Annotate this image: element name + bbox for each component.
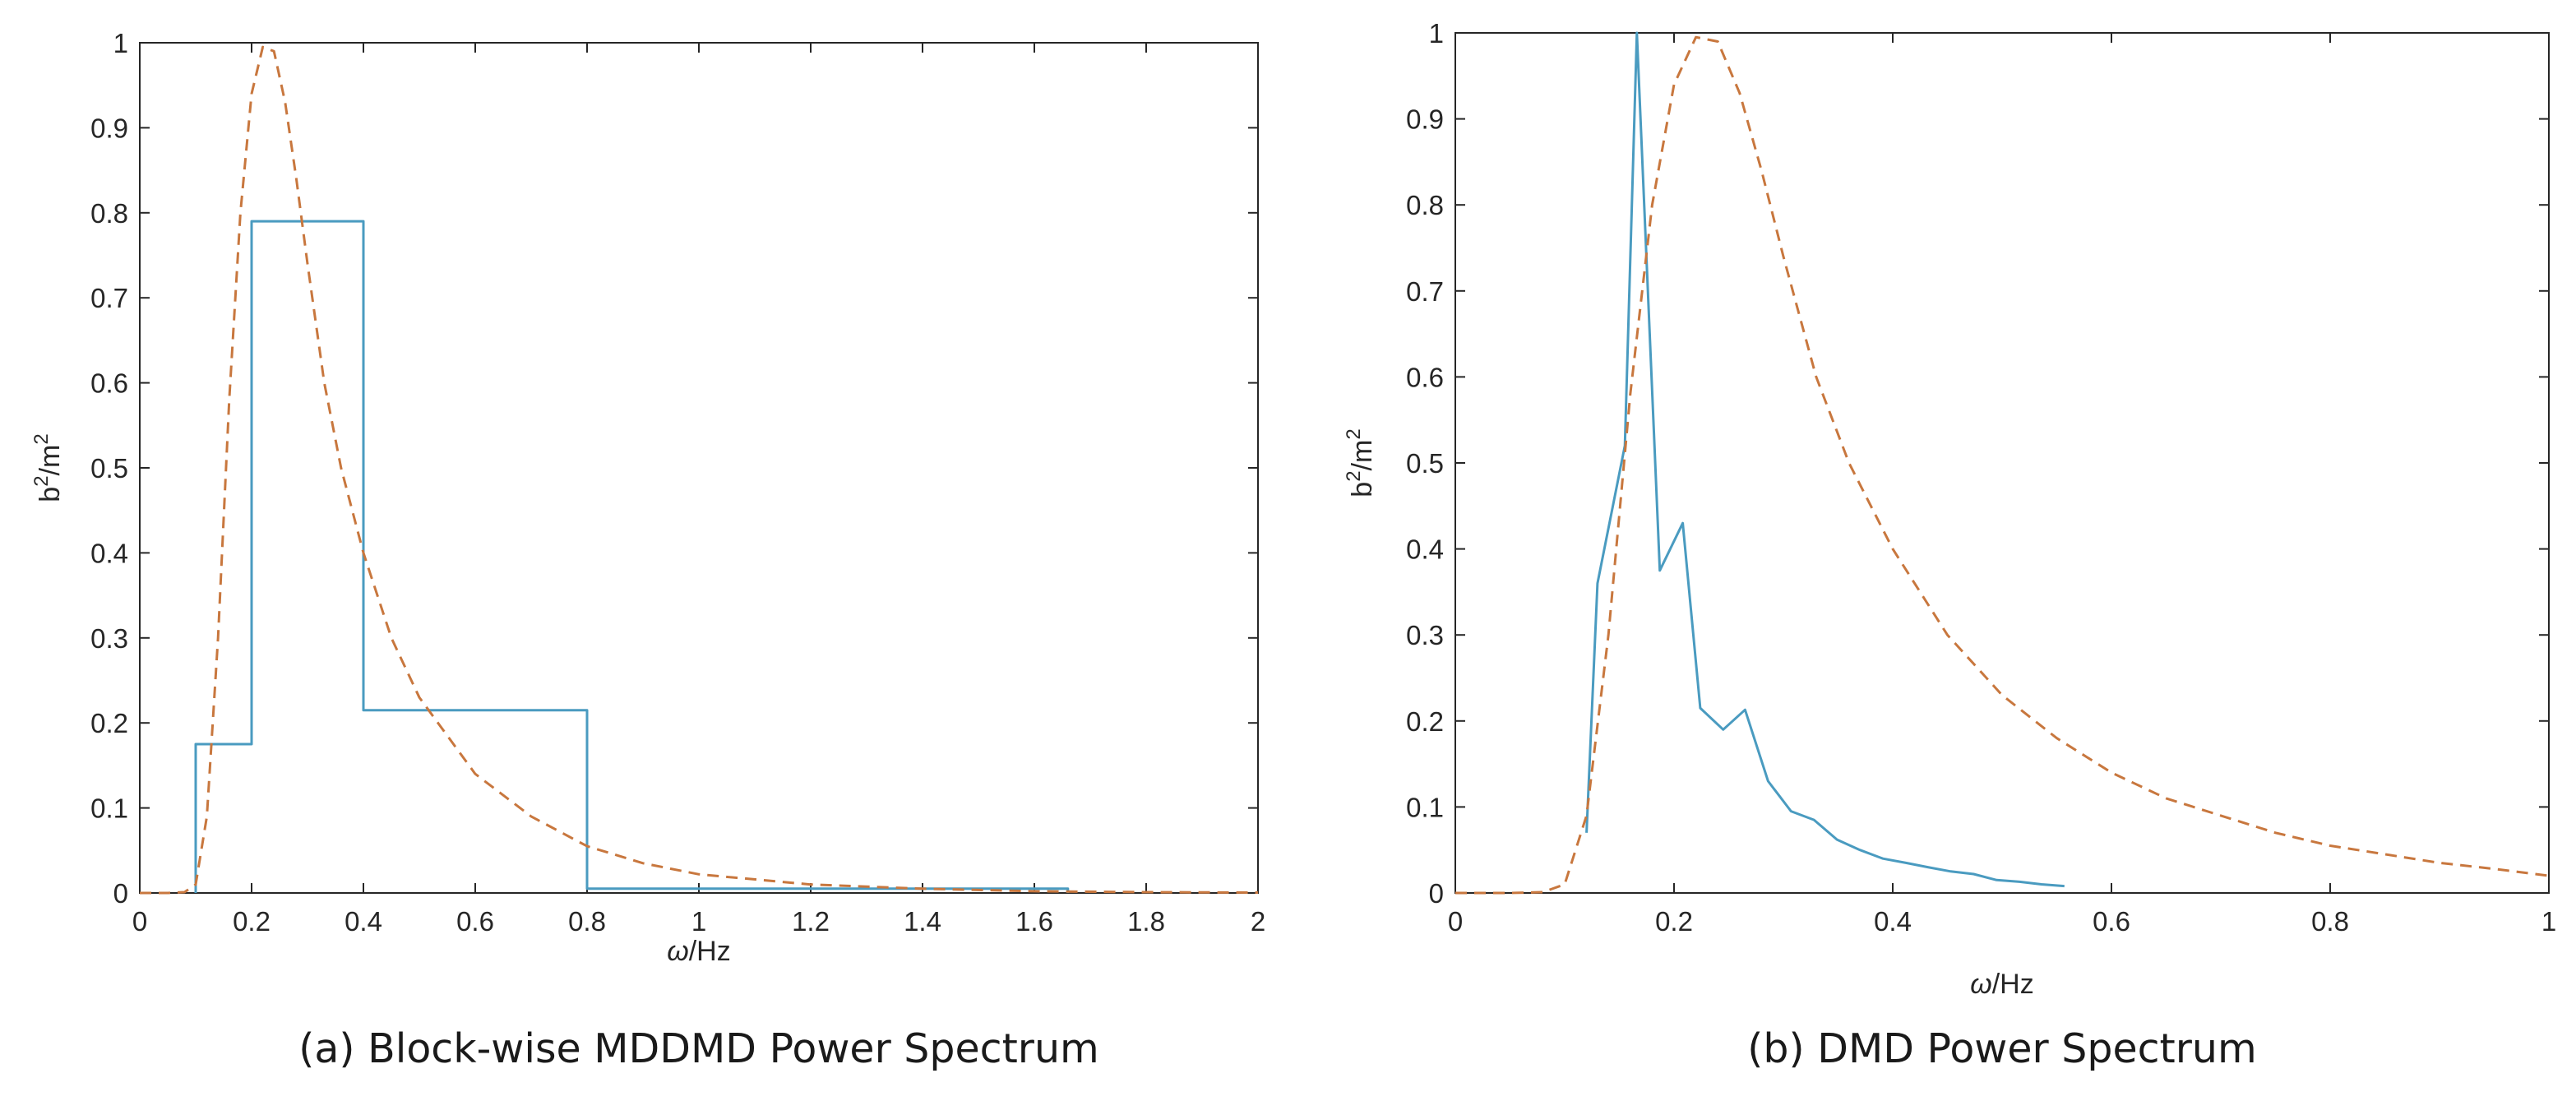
y-tick-label: 1 xyxy=(1429,18,1444,49)
chart-panel-b: 0 0.2 0.4 0.6 0.8 1 0 0.1 0.2 0.3 0.4 0.5 0.6 0.7 0.8 0… xyxy=(1343,18,2556,1072)
y-tick-label: 0.9 xyxy=(90,113,128,143)
y-tick-label: 0.7 xyxy=(90,283,128,313)
x-tick-label: 0.2 xyxy=(233,906,271,937)
y-tick-label: 0.9 xyxy=(1406,104,1444,135)
y-tick-label: 0.3 xyxy=(1406,620,1444,650)
x-tick-label: 1.6 xyxy=(1015,906,1053,937)
y-tick-label: 1 xyxy=(113,28,128,58)
y-axis-label-mid: /m xyxy=(1347,440,1378,471)
x-tick-label: 1.4 xyxy=(904,906,941,937)
y-axis-label-mid: /m xyxy=(35,445,66,476)
y-tick-label: 0.2 xyxy=(1406,706,1444,737)
y-tick-label: 0.4 xyxy=(90,538,128,568)
y-tick-label: 0.2 xyxy=(90,708,128,738)
series-line-dashed xyxy=(140,45,1259,895)
x-tick-label: 0 xyxy=(1448,906,1463,937)
x-tick-label: 0.6 xyxy=(2093,906,2130,937)
plot-area-frame xyxy=(1454,32,2550,894)
y-axis-label-base: b xyxy=(1347,482,1378,497)
chart-panel-a: 0 0.2 0.4 0.6 0.8 1 1.2 1.4 1.6 1.8 2 0 0.1 0.2 0.3 0.4… xyxy=(30,28,1265,1072)
y-axis-label-base: b xyxy=(35,487,66,502)
y-tick-label: 0.8 xyxy=(90,198,128,229)
y-tick-label: 0.7 xyxy=(1406,276,1444,307)
x-tick-label: 0.4 xyxy=(345,906,382,937)
x-tick-label: 0.8 xyxy=(2311,906,2349,937)
y-tick-label: 0.5 xyxy=(90,453,128,483)
x-axis-label-symbol: ω xyxy=(1970,969,1991,1000)
y-tick-label: 0.3 xyxy=(90,623,128,654)
x-tick-label: 1 xyxy=(691,906,706,937)
y-axis-label: b2/m2 xyxy=(1343,428,1378,497)
y-axis-label-sup2: 2 xyxy=(1343,428,1365,439)
y-tick-label: 0.6 xyxy=(1406,362,1444,392)
x-tick-label: 1.8 xyxy=(1127,906,1165,937)
x-tick-label: 2 xyxy=(1251,906,1265,937)
series-line-dashed xyxy=(1455,35,2550,895)
y-axis-label: b2/m2 xyxy=(30,433,66,502)
x-axis-label: ω/Hz xyxy=(1970,969,2033,1000)
x-tick-label: 0.4 xyxy=(1874,906,1912,937)
series-line-solid xyxy=(1585,31,2065,888)
x-axis-label-unit: /Hz xyxy=(689,936,731,967)
y-tick-label: 0.8 xyxy=(1406,190,1444,220)
x-tick-label: 1 xyxy=(2541,906,2556,937)
chart-caption: (b) DMD Power Spectrum xyxy=(1747,1025,2256,1072)
x-tick-label: 1.2 xyxy=(792,906,830,937)
y-tick-label: 0.1 xyxy=(1406,792,1444,822)
y-axis-label-sup2: 2 xyxy=(30,433,53,444)
series-line-solid xyxy=(194,220,1070,893)
y-tick-label: 0 xyxy=(1429,878,1444,909)
plot-area-frame xyxy=(139,42,1259,894)
x-axis-label-symbol: ω xyxy=(667,936,688,967)
x-tick-label: 0 xyxy=(132,906,147,937)
x-tick-label: 0.6 xyxy=(456,906,494,937)
y-axis-label-sup1: 2 xyxy=(30,475,53,486)
x-axis-label-unit: /Hz xyxy=(1992,969,2034,1000)
y-tick-label: 0 xyxy=(113,878,128,909)
y-tick-label: 0.6 xyxy=(90,368,128,399)
y-tick-label: 0.4 xyxy=(1406,534,1444,565)
x-axis-label: ω/Hz xyxy=(667,936,730,967)
x-tick-label: 0.2 xyxy=(1655,906,1693,937)
y-tick-label: 0.1 xyxy=(90,793,128,824)
y-tick-label: 0.5 xyxy=(1406,448,1444,479)
x-tick-label: 0.8 xyxy=(568,906,606,937)
y-axis-label-sup1: 2 xyxy=(1343,470,1365,481)
chart-caption: (a) Block-wise MDDMD Power Spectrum xyxy=(298,1025,1098,1072)
